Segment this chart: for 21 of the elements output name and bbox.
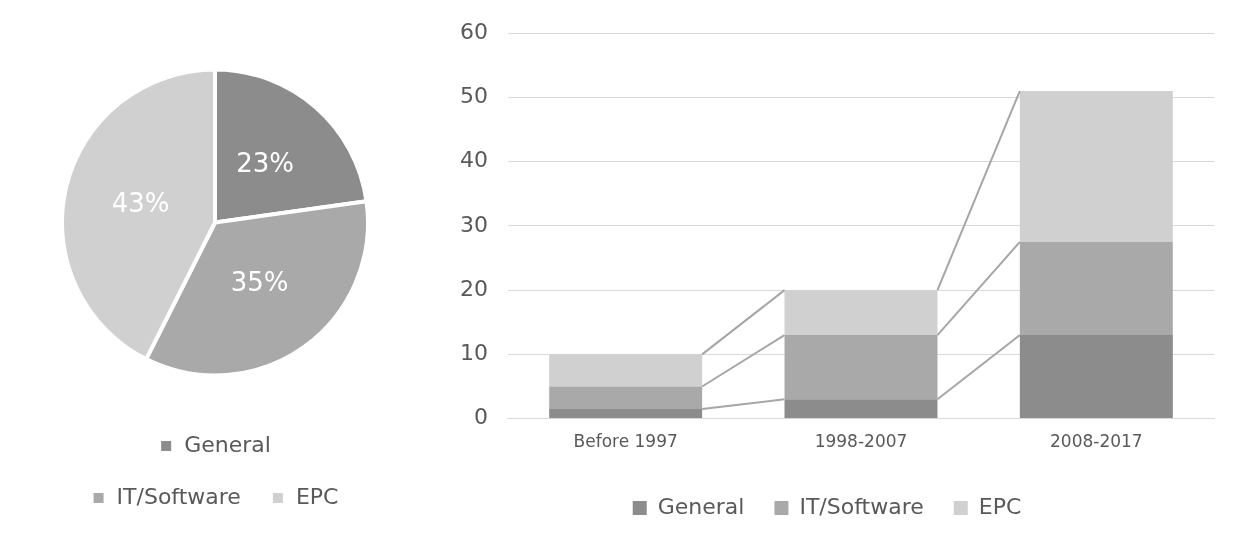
bar [1019, 335, 1173, 419]
bar [784, 399, 938, 419]
bar [549, 408, 703, 419]
x-tick-label: 2008-2017 [1050, 431, 1143, 452]
legend-label: IT/Software [116, 483, 241, 509]
x-tick-label: 1998-2007 [814, 431, 908, 452]
legend-label: EPC [978, 493, 1022, 519]
x-tick-label: Before 1997 [573, 431, 678, 452]
y-tick-label: 40 [459, 147, 488, 173]
data-label: 23% [236, 147, 295, 178]
legend-label: IT/Software [799, 493, 924, 519]
data-label: 35% [230, 267, 289, 298]
y-tick-label: 20 [459, 275, 488, 301]
y-tick-label: 30 [459, 211, 488, 237]
legend-label: General [184, 431, 271, 457]
legend-label: General [657, 493, 745, 519]
y-tick-label: 0 [473, 404, 488, 430]
y-tick-label: 60 [459, 18, 488, 44]
legend-label: EPC [295, 483, 339, 509]
y-tick-label: 10 [459, 340, 488, 366]
y-tick-label: 50 [459, 83, 488, 109]
